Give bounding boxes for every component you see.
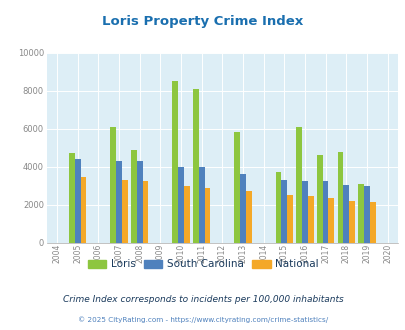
Bar <box>348 201 354 243</box>
Bar <box>369 202 375 243</box>
Bar <box>328 198 333 243</box>
Bar <box>322 181 328 243</box>
Text: Crime Index corresponds to incidents per 100,000 inhabitants: Crime Index corresponds to incidents per… <box>62 295 343 304</box>
Bar <box>192 89 198 243</box>
Text: © 2025 CityRating.com - https://www.cityrating.com/crime-statistics/: © 2025 CityRating.com - https://www.city… <box>78 316 327 323</box>
Bar <box>301 181 307 243</box>
Bar <box>337 152 343 243</box>
Bar <box>286 195 292 243</box>
Bar <box>357 184 363 243</box>
Text: Loris Property Crime Index: Loris Property Crime Index <box>102 15 303 28</box>
Bar <box>234 132 239 243</box>
Bar <box>204 187 210 243</box>
Bar <box>198 167 204 243</box>
Bar <box>296 127 301 243</box>
Bar <box>343 185 348 243</box>
Bar <box>69 153 75 243</box>
Bar <box>363 185 369 243</box>
Bar <box>80 177 86 243</box>
Bar <box>183 185 189 243</box>
Bar <box>110 127 116 243</box>
Bar <box>281 180 286 243</box>
Bar <box>316 155 322 243</box>
Bar <box>122 180 127 243</box>
Bar <box>75 159 80 243</box>
Bar <box>245 191 251 243</box>
Bar <box>172 81 178 243</box>
Bar <box>136 161 142 243</box>
Bar <box>307 196 313 243</box>
Bar <box>131 149 136 243</box>
Bar <box>178 167 183 243</box>
Bar <box>239 174 245 243</box>
Bar <box>142 181 148 243</box>
Legend: Loris, South Carolina, National: Loris, South Carolina, National <box>83 255 322 274</box>
Bar <box>275 172 281 243</box>
Bar <box>116 161 121 243</box>
